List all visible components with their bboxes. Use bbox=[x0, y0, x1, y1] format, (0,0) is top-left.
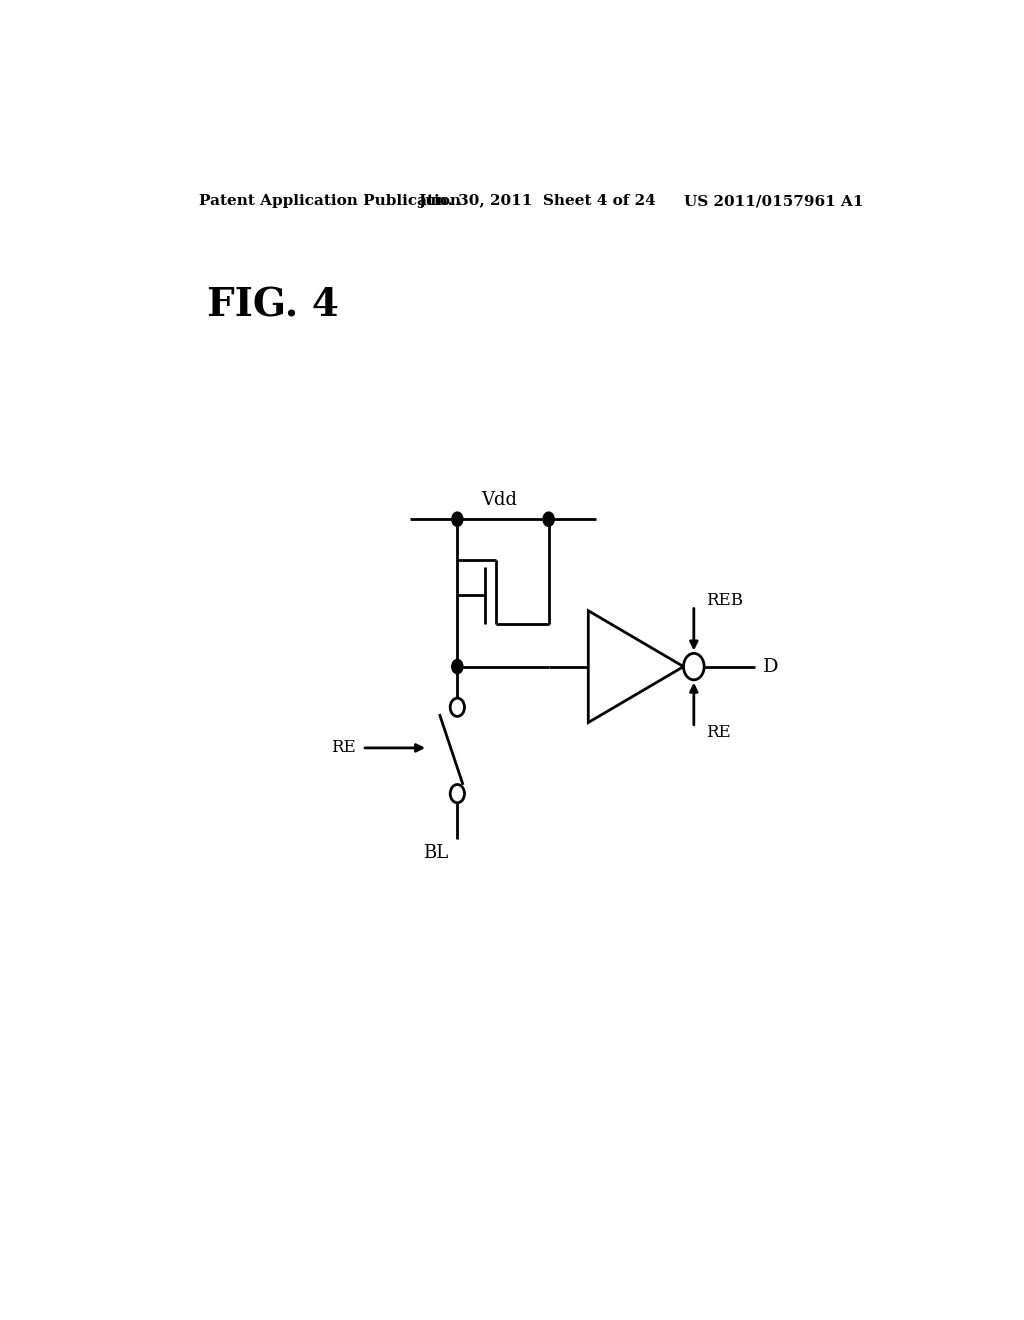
Text: FIG. 4: FIG. 4 bbox=[207, 286, 339, 325]
Text: RE: RE bbox=[331, 739, 355, 756]
Text: RE: RE bbox=[706, 725, 730, 741]
Circle shape bbox=[452, 512, 463, 527]
Circle shape bbox=[684, 653, 705, 680]
Text: US 2011/0157961 A1: US 2011/0157961 A1 bbox=[684, 194, 863, 209]
Circle shape bbox=[543, 512, 554, 527]
Circle shape bbox=[452, 660, 463, 673]
Text: BL: BL bbox=[423, 845, 447, 862]
Text: Jun. 30, 2011  Sheet 4 of 24: Jun. 30, 2011 Sheet 4 of 24 bbox=[418, 194, 655, 209]
Circle shape bbox=[451, 698, 465, 717]
Text: REB: REB bbox=[706, 593, 742, 609]
Text: Patent Application Publication: Patent Application Publication bbox=[200, 194, 462, 209]
Circle shape bbox=[451, 784, 465, 803]
Text: Vdd: Vdd bbox=[481, 491, 517, 510]
Text: D: D bbox=[763, 657, 778, 676]
